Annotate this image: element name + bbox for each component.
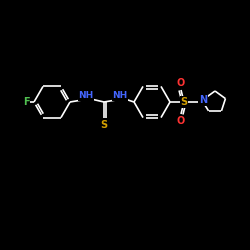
Text: N: N [199, 95, 207, 105]
Text: O: O [177, 78, 185, 88]
Text: NH: NH [78, 92, 94, 100]
Text: S: S [100, 120, 107, 130]
Text: NH: NH [112, 92, 128, 100]
Text: S: S [180, 97, 188, 107]
Text: O: O [177, 116, 185, 126]
Text: F: F [23, 97, 29, 107]
